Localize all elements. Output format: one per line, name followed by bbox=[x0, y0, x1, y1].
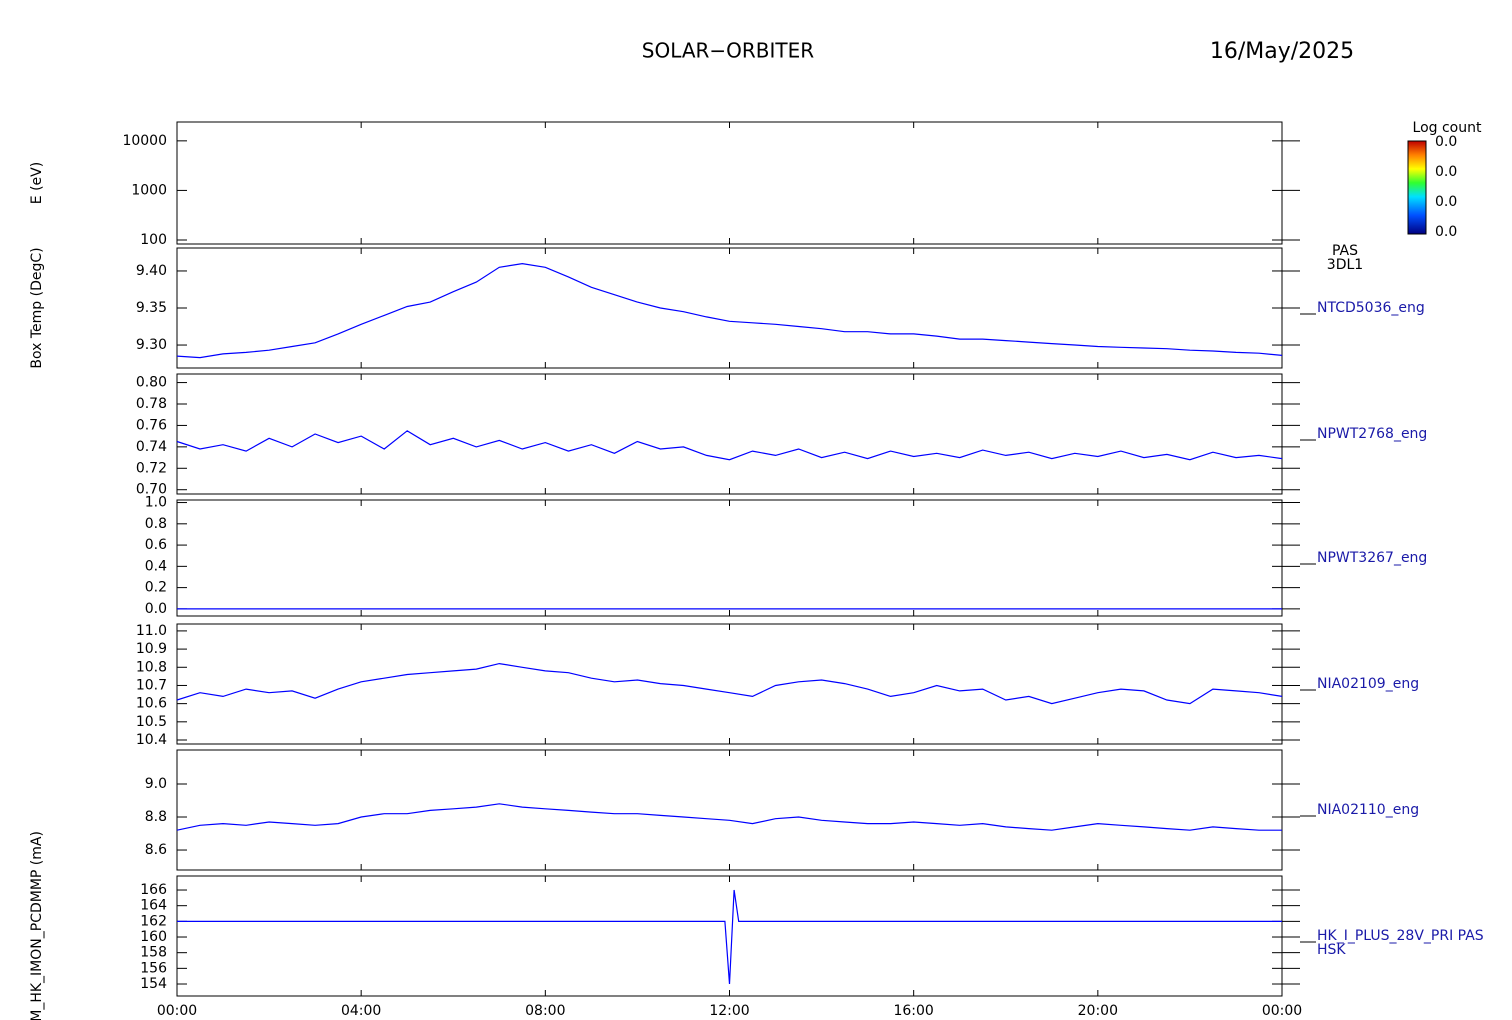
colorbar-label: 0.0 bbox=[1435, 134, 1457, 150]
y-tick-label: 1000 bbox=[131, 182, 167, 198]
y-tick-label: 162 bbox=[140, 913, 167, 929]
y-tick-label: 0.8 bbox=[145, 516, 167, 532]
y-tick-label: 10.4 bbox=[136, 732, 167, 748]
y-tick-label: 10.8 bbox=[136, 659, 167, 675]
y-tick-label: 0.74 bbox=[136, 439, 167, 455]
y-tick-label: 10.5 bbox=[136, 714, 167, 730]
panel-frame bbox=[176, 499, 1283, 617]
y-tick-label: 0.72 bbox=[136, 460, 167, 476]
panel-frame bbox=[176, 121, 1283, 245]
y-tick-label: 0.80 bbox=[136, 375, 167, 391]
y-tick-label: 8.6 bbox=[145, 842, 167, 858]
panel-label: HK_I_PLUS_28V_PRI PAS bbox=[1317, 928, 1484, 944]
y-tick-label: 8.8 bbox=[145, 809, 167, 825]
x-tick-label: 00:00 bbox=[157, 1003, 197, 1019]
data-line bbox=[176, 662, 1283, 705]
x-tick-label: 08:00 bbox=[525, 1003, 565, 1019]
y-tick-label: 0.0 bbox=[145, 601, 167, 617]
y-tick-label: 10.9 bbox=[136, 641, 167, 657]
y-tick-label: 0.70 bbox=[136, 482, 167, 498]
y-tick-label: 0.2 bbox=[145, 580, 167, 596]
y-tick-label: 154 bbox=[140, 976, 167, 992]
panel-frame bbox=[176, 247, 1283, 369]
panel-label: 3DL1 bbox=[1327, 257, 1363, 273]
x-tick-label: 00:00 bbox=[1262, 1003, 1302, 1019]
y-tick-label: 1.0 bbox=[145, 495, 167, 511]
y-tick-label: 156 bbox=[140, 960, 167, 976]
panel-label: NTCD5036_eng bbox=[1317, 300, 1425, 316]
y-tick-label: 0.6 bbox=[145, 537, 167, 553]
y-tick-label: 0.78 bbox=[136, 396, 167, 412]
data-line bbox=[176, 430, 1283, 461]
y-tick-label: 0.76 bbox=[136, 417, 167, 433]
x-tick-label: 04:00 bbox=[341, 1003, 381, 1019]
x-tick-label: 20:00 bbox=[1078, 1003, 1118, 1019]
colorbar-title: Log count bbox=[1413, 120, 1482, 136]
y-tick-label: 100 bbox=[140, 232, 167, 248]
y-axis-label: E (eV) bbox=[29, 162, 45, 204]
y-axis-label: PDM_HK_IMON_PCDMMP (mA) bbox=[29, 831, 45, 1020]
y-tick-label: 160 bbox=[140, 929, 167, 945]
data-line bbox=[176, 803, 1282, 831]
panel-frame bbox=[176, 623, 1283, 745]
y-tick-label: 10000 bbox=[122, 133, 167, 149]
panel-label: NIA02109_eng bbox=[1317, 676, 1419, 692]
colorbar-label: 0.0 bbox=[1435, 224, 1457, 240]
y-tick-label: 166 bbox=[140, 882, 167, 898]
panel-label: PAS bbox=[1332, 243, 1358, 259]
y-axis-label: Box Temp (DegC) bbox=[29, 247, 45, 368]
y-tick-label: 9.40 bbox=[136, 263, 167, 279]
y-tick-label: 9.0 bbox=[145, 776, 167, 792]
y-tick-label: 9.35 bbox=[136, 300, 167, 316]
panel-label: HSK bbox=[1317, 942, 1346, 958]
colorbar-label: 0.0 bbox=[1435, 164, 1457, 180]
y-tick-label: 164 bbox=[140, 898, 167, 914]
title: SOLAR−ORBITER bbox=[642, 39, 814, 63]
y-tick-label: 11.0 bbox=[136, 623, 167, 639]
data-line bbox=[177, 889, 1282, 985]
date: 16/May/2025 bbox=[1210, 39, 1354, 64]
panel-frame bbox=[176, 749, 1283, 871]
panel-frame bbox=[176, 373, 1283, 495]
y-tick-label: 9.30 bbox=[136, 337, 167, 353]
y-tick-label: 10.7 bbox=[136, 677, 167, 693]
colorbar bbox=[1407, 140, 1427, 235]
data-line bbox=[176, 262, 1283, 359]
colorbar-label: 0.0 bbox=[1435, 194, 1457, 210]
panel-label: NPWT3267_eng bbox=[1317, 550, 1427, 566]
x-tick-label: 12:00 bbox=[709, 1003, 749, 1019]
panel-label: NIA02110_eng bbox=[1317, 802, 1419, 818]
x-tick-label: 16:00 bbox=[893, 1003, 933, 1019]
panel-label: NPWT2768_eng bbox=[1317, 426, 1427, 442]
y-tick-label: 158 bbox=[140, 945, 167, 961]
y-tick-label: 10.6 bbox=[136, 696, 167, 712]
y-tick-label: 0.4 bbox=[145, 558, 167, 574]
